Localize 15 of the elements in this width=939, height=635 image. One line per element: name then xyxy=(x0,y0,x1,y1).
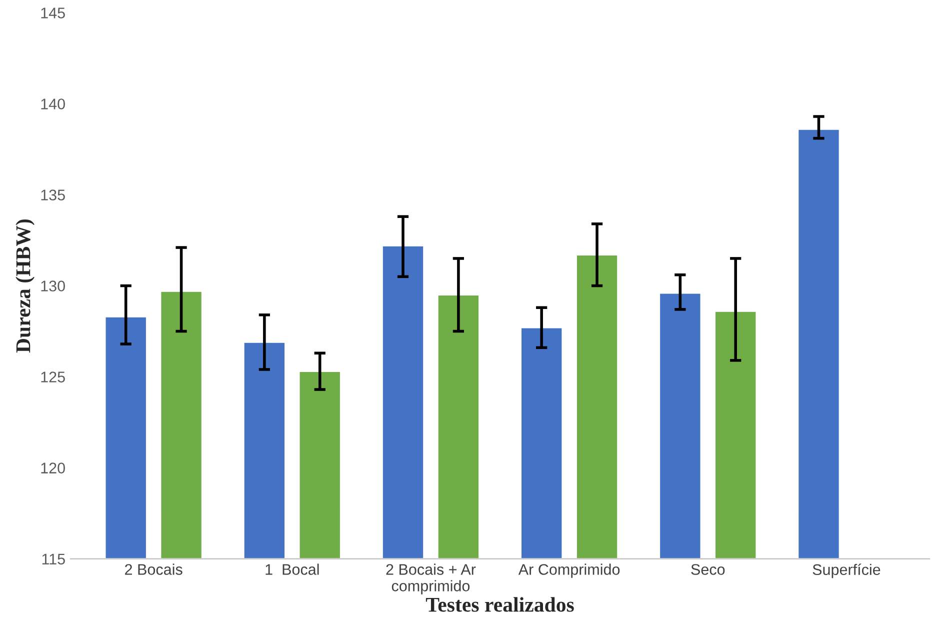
y-tick-label: 115 xyxy=(42,554,65,564)
x-tick-label: 1 Bocal xyxy=(266,564,319,575)
y-tick-label: 145 xyxy=(41,8,65,18)
y-tick-label: 140 xyxy=(41,98,65,110)
x-tick-label: Ar Comprimido xyxy=(518,564,620,578)
x-tick-label: 2 Bocais xyxy=(125,564,182,575)
y-tick-label: 135 xyxy=(41,190,65,200)
y-axis-title: Dureza (HBW) xyxy=(16,219,35,353)
x-axis-title: Testes realizados xyxy=(426,597,574,612)
x-tick-label: 2 Bocais + Ar comprimido xyxy=(386,564,476,594)
y-tick-label: 120 xyxy=(41,462,65,474)
y-tick-label: 130 xyxy=(41,280,65,292)
y-tick-label: 125 xyxy=(41,372,65,382)
x-tick-label: Superfície xyxy=(812,564,880,578)
x-tick-label: Seco xyxy=(691,564,725,575)
